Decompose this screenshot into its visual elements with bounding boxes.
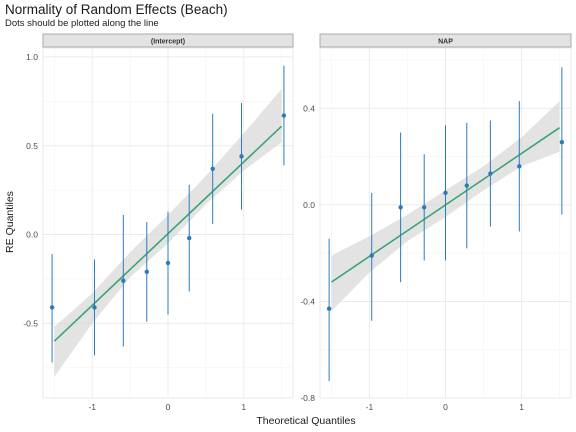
y-tick-label: -0.4 <box>300 297 315 307</box>
panel-intercept: (Intercept) -0.5 0.0 0.5 1.0 -1 0 1 <box>23 33 294 412</box>
data-point <box>49 305 55 310</box>
data-point <box>187 235 192 241</box>
data-point <box>422 205 427 210</box>
facet-strip-nap <box>319 33 572 48</box>
chart-subtitle: Dots should be plotted along the line <box>5 18 159 29</box>
data-point <box>210 166 215 172</box>
data-point <box>121 278 126 283</box>
y-tick-label: -0.8 <box>300 393 315 403</box>
x-tick-label: 0 <box>166 402 171 412</box>
x-tick-label: -1 <box>366 402 374 412</box>
data-point <box>559 139 565 145</box>
data-point <box>144 269 149 275</box>
y-tick-label: 0.0 <box>303 200 315 210</box>
data-point <box>92 305 97 310</box>
data-point <box>398 205 403 210</box>
x-tick-label: 1 <box>519 402 524 412</box>
data-point <box>488 171 493 176</box>
panel-nap: NAP -0.8 -0.4 0.0 0.4 -1 0 1 <box>300 33 572 412</box>
data-point <box>517 164 522 169</box>
y-tick-label: 0.0 <box>26 230 38 240</box>
data-point <box>443 190 448 196</box>
data-point <box>239 154 244 159</box>
y-tick-label: 0.4 <box>303 104 315 114</box>
data-point <box>369 253 374 258</box>
data-point <box>165 260 171 266</box>
data-point <box>326 306 332 311</box>
y-tick-label: 0.5 <box>26 141 38 151</box>
y-tick-label: 1.0 <box>26 52 38 62</box>
facet-strip-intercept <box>42 33 294 48</box>
data-point <box>281 113 287 118</box>
x-tick-label: 0 <box>443 402 448 412</box>
x-tick-label: 1 <box>241 402 246 412</box>
x-tick-label: -1 <box>88 402 96 412</box>
chart-title: Normality of Random Effects (Beach) <box>5 2 228 17</box>
y-tick-label: -0.5 <box>23 319 38 329</box>
y-axis-label: RE Quantiles <box>4 191 16 253</box>
facet-strip-label: NAP <box>438 39 453 46</box>
x-axis-label: Theoretical Quantiles <box>256 415 355 427</box>
data-point <box>464 183 469 188</box>
facet-strip-label: (Intercept) <box>151 39 185 46</box>
